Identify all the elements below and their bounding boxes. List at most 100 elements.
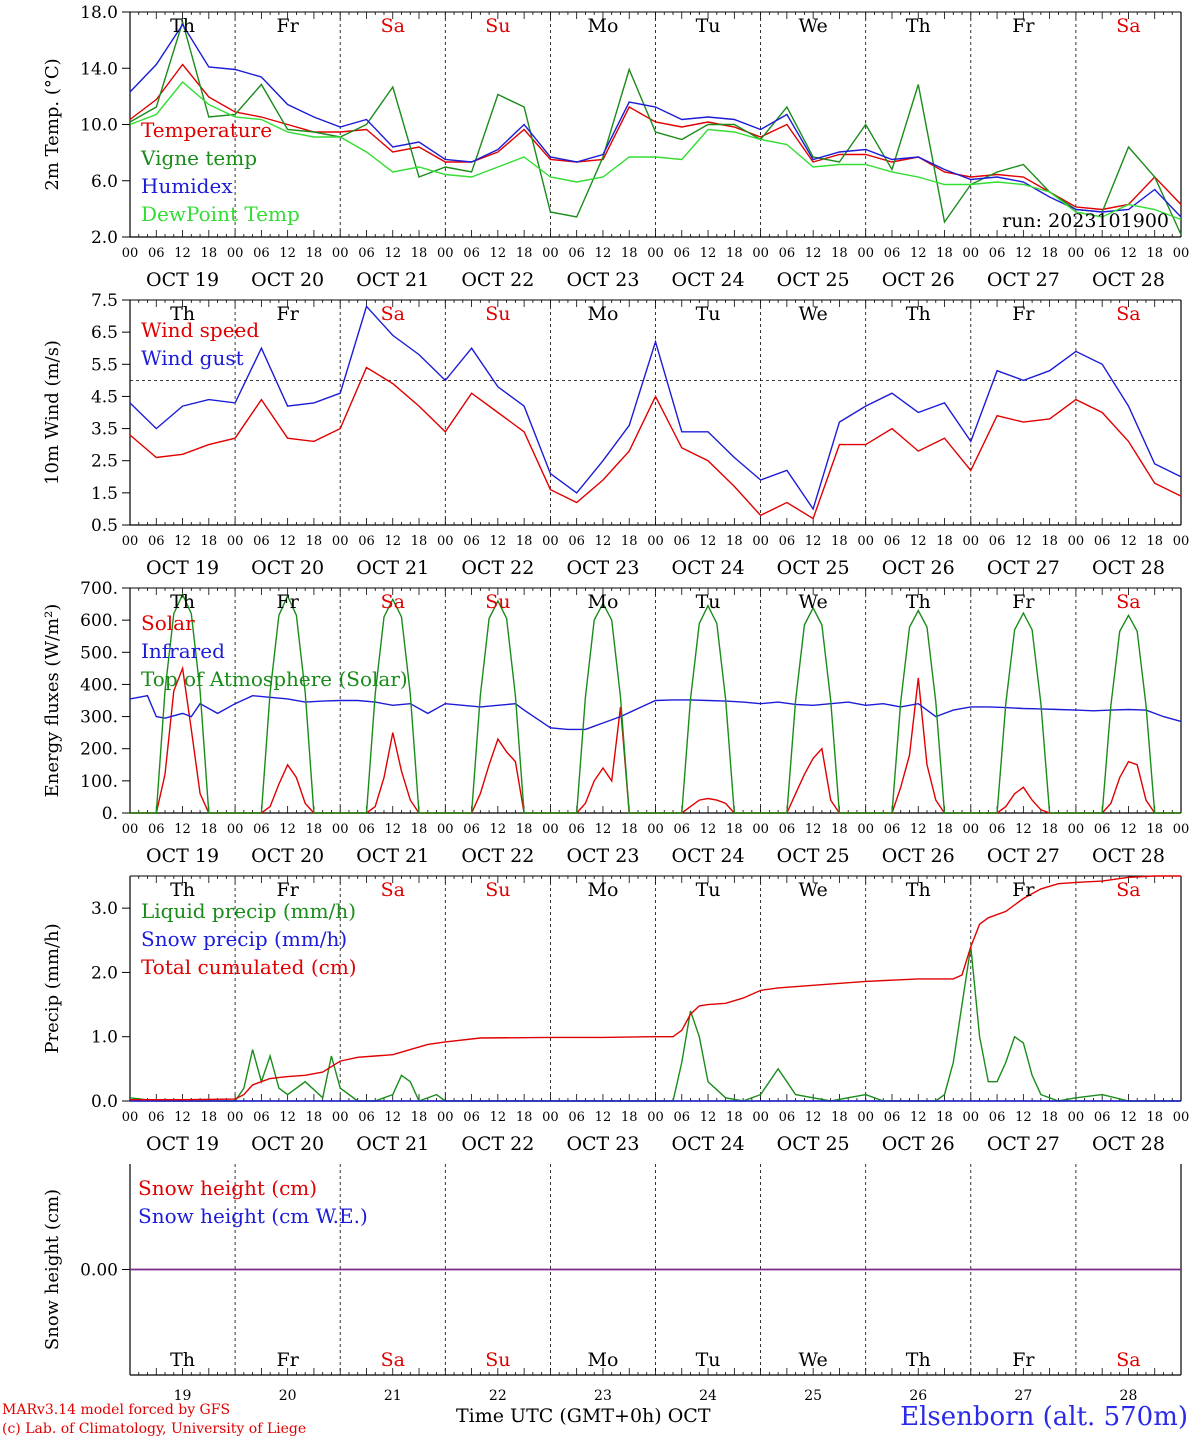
- hour-tick-label: 06: [148, 246, 165, 261]
- day-number-label: 22: [489, 1388, 507, 1404]
- series-line-3: [129, 80, 1182, 221]
- hour-tick-label: 00: [752, 822, 769, 837]
- legend-entry: Wind speed: [141, 318, 259, 342]
- y-tick-label: 18.0: [80, 3, 118, 23]
- date-label: OCT 23: [566, 1133, 639, 1155]
- date-label: OCT 22: [461, 557, 534, 579]
- hour-tick-label: 06: [148, 1110, 165, 1125]
- series-line-2: [130, 592, 1181, 814]
- hour-tick-label: 18: [726, 534, 743, 549]
- date-label: OCT 26: [882, 1133, 955, 1155]
- hour-tick-label: 00: [1068, 1110, 1085, 1125]
- hour-tick-label: 06: [779, 246, 796, 261]
- legend-entry: Snow height (cm): [138, 1176, 317, 1200]
- lab-credit: (c) Lab. of Climatology, University of L…: [2, 1421, 307, 1437]
- series-line-2: [129, 23, 1182, 218]
- hour-tick-label: 00: [963, 246, 980, 261]
- date-label: OCT 19: [146, 1133, 219, 1155]
- hour-tick-label: 18: [831, 822, 848, 837]
- date-label: OCT 19: [146, 557, 219, 579]
- hour-tick-label: 00: [437, 534, 454, 549]
- hour-tick-label: 06: [358, 246, 375, 261]
- hour-tick-label: 00: [1068, 246, 1085, 261]
- series-line-0: [129, 63, 1182, 211]
- hour-tick-label: 18: [1146, 246, 1163, 261]
- weekday-label: Su: [485, 15, 510, 37]
- hour-tick-label: 00: [542, 822, 559, 837]
- weekday-label: Tu: [696, 1349, 721, 1371]
- hour-tick-label: 00: [857, 246, 874, 261]
- date-label: OCT 20: [251, 557, 324, 579]
- hour-tick-label: 00: [647, 534, 664, 549]
- hour-tick-label: 18: [936, 822, 953, 837]
- hour-tick-label: 00: [963, 1110, 980, 1125]
- hour-tick-label: 00: [122, 1110, 139, 1125]
- weekday-label: Fr: [1012, 591, 1035, 613]
- hour-tick-label: 00: [752, 246, 769, 261]
- y-axis-label: Energy fluxes (W/m²): [42, 604, 63, 798]
- hour-tick-label: 12: [1120, 246, 1137, 261]
- weekday-label: Su: [485, 303, 510, 325]
- hour-tick-label: 12: [595, 246, 612, 261]
- y-tick-label: 5.5: [91, 355, 118, 375]
- hour-tick-label: 12: [174, 534, 191, 549]
- hour-tick-label: 00: [1173, 534, 1190, 549]
- hour-tick-label: 00: [752, 1110, 769, 1125]
- hour-tick-label: 00: [963, 534, 980, 549]
- hour-tick-label: 18: [936, 246, 953, 261]
- hour-tick-label: 18: [306, 1110, 323, 1125]
- weekday-label: Fr: [277, 879, 300, 901]
- date-label: OCT 20: [251, 845, 324, 867]
- hour-tick-label: 06: [674, 822, 691, 837]
- hour-tick-label: 18: [201, 534, 218, 549]
- weekday-label: Fr: [1012, 303, 1035, 325]
- hour-tick-label: 12: [595, 822, 612, 837]
- hour-tick-label: 12: [1120, 534, 1137, 549]
- hour-tick-label: 12: [490, 246, 507, 261]
- hour-tick-label: 18: [726, 246, 743, 261]
- weekday-label: Th: [170, 303, 195, 325]
- hour-tick-label: 00: [542, 246, 559, 261]
- hour-tick-label: 18: [201, 822, 218, 837]
- y-tick-label: 2.5: [91, 452, 118, 472]
- weekday-label: Fr: [277, 303, 300, 325]
- hour-tick-label: 12: [384, 246, 401, 261]
- hour-tick-label: 06: [148, 822, 165, 837]
- hour-tick-label: 00: [437, 1110, 454, 1125]
- hour-tick-label: 06: [884, 822, 901, 837]
- hour-tick-label: 12: [279, 246, 296, 261]
- hour-tick-label: 06: [358, 822, 375, 837]
- weekday-label: Th: [906, 303, 931, 325]
- date-label: OCT 24: [672, 269, 745, 291]
- weekday-label: Sa: [1116, 879, 1140, 901]
- legend-entry: Solar: [141, 611, 195, 635]
- weekday-label: Sa: [381, 15, 405, 37]
- hour-tick-label: 06: [568, 534, 585, 549]
- weekday-label: Fr: [1012, 1349, 1035, 1371]
- y-tick-label: 2.0: [91, 228, 118, 248]
- weekday-label: Tu: [696, 303, 721, 325]
- hour-tick-label: 18: [1041, 246, 1058, 261]
- y-tick-label: 500.: [80, 643, 118, 663]
- panel-5: 0.00 Snow height (cm) Snow height (cm) Snow…: [42, 1164, 1182, 1404]
- hour-tick-label: 18: [621, 534, 638, 549]
- hour-tick-label: 18: [306, 822, 323, 837]
- hour-tick-label: 06: [358, 1110, 375, 1125]
- hour-tick-label: 12: [384, 822, 401, 837]
- hour-tick-label: 00: [227, 534, 244, 549]
- hour-tick-label: 12: [910, 1110, 927, 1125]
- hour-tick-label: 06: [989, 246, 1006, 261]
- hour-tick-label: 12: [174, 1110, 191, 1125]
- date-label: OCT 25: [777, 845, 850, 867]
- hour-tick-label: 18: [201, 246, 218, 261]
- date-label: OCT 25: [777, 269, 850, 291]
- hour-tick-label: 12: [700, 1110, 717, 1125]
- panel-3: 0. 100. 200. 300. 400. 500. 600. 700. Energy flu…: [42, 579, 1189, 867]
- date-label: OCT 21: [356, 557, 429, 579]
- weekday-label: We: [799, 303, 828, 325]
- series-line-1: [129, 305, 1182, 511]
- day-number-label: 24: [699, 1388, 717, 1404]
- hour-tick-label: 12: [805, 534, 822, 549]
- hour-tick-label: 18: [831, 246, 848, 261]
- y-tick-label: 6.0: [91, 172, 118, 192]
